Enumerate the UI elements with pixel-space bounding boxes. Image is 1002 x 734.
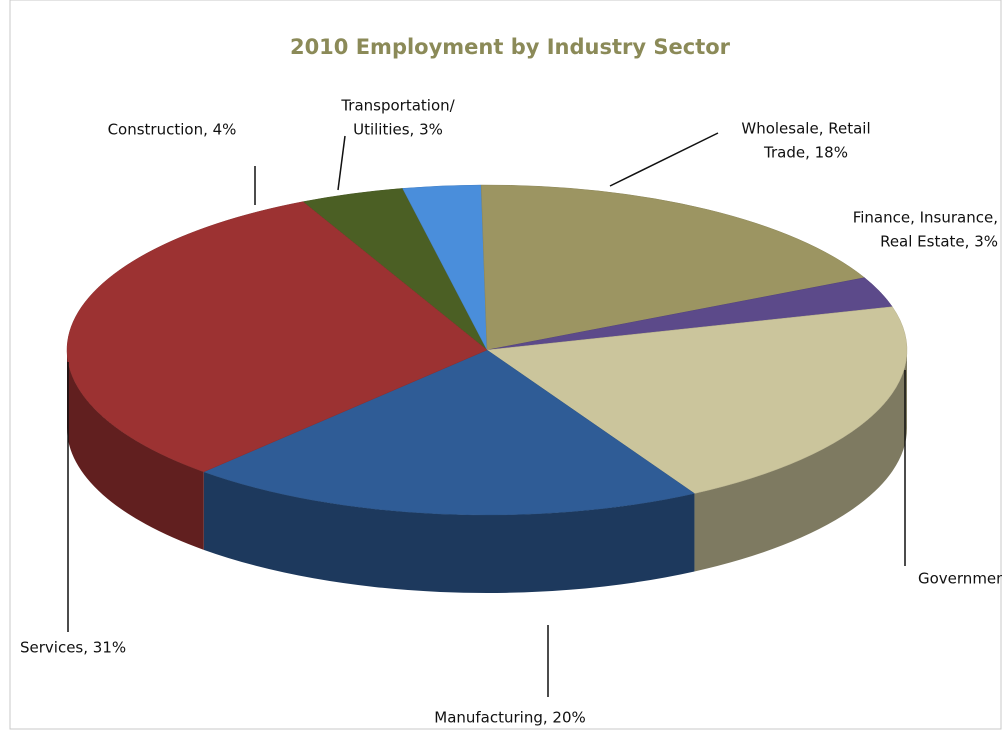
chart-frame (9, 0, 1002, 730)
leader-line (337, 135, 346, 191)
slice-label: Real Estate, 3% (880, 233, 998, 251)
slice (66, 201, 488, 473)
slice-side (694, 350, 907, 572)
slice (480, 184, 866, 351)
slice-side (67, 350, 204, 550)
chart-title: 2010 Employment by Industry Sector (290, 35, 731, 59)
slice-label: Services, 31% (20, 639, 126, 657)
slice-side (203, 471, 695, 593)
slice-label: Trade, 18% (763, 144, 848, 162)
slice-label: Construction, 4% (108, 121, 237, 139)
slice-label: Government, 21% (918, 570, 1002, 588)
slice-label: Manufacturing, 20% (434, 709, 586, 727)
slice-label: Transportation/ (340, 97, 455, 115)
slice-label: Finance, Insurance, (853, 209, 998, 227)
slice (203, 349, 696, 516)
slice-label: Wholesale, Retail (741, 120, 870, 138)
slice-label: Utilities, 3% (353, 121, 443, 139)
slice (486, 306, 908, 494)
leader-line (609, 132, 719, 187)
